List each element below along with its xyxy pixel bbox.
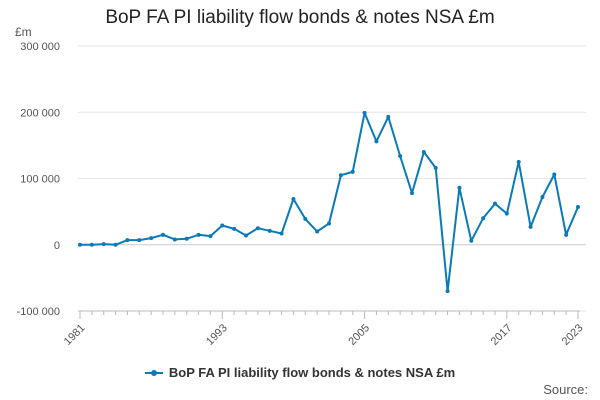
- data-point[interactable]: [184, 236, 189, 241]
- series-line: [80, 111, 579, 293]
- data-point[interactable]: [445, 289, 450, 294]
- data-point[interactable]: [255, 226, 260, 231]
- data-point[interactable]: [291, 197, 296, 202]
- series-group: [78, 110, 580, 294]
- data-point[interactable]: [469, 238, 474, 243]
- data-point[interactable]: [350, 169, 355, 174]
- data-point[interactable]: [540, 195, 545, 200]
- y-tick-label: 0: [54, 240, 60, 252]
- data-point[interactable]: [386, 114, 391, 119]
- data-point[interactable]: [504, 211, 509, 216]
- x-tick-label: 2023: [560, 322, 586, 348]
- x-axis: 1981 1993 2005 2017 2023: [62, 310, 586, 348]
- data-point[interactable]: [125, 238, 130, 243]
- data-point[interactable]: [279, 231, 284, 236]
- data-point[interactable]: [374, 139, 379, 144]
- data-point[interactable]: [113, 242, 118, 247]
- data-point[interactable]: [457, 185, 462, 190]
- legend-label: BoP FA PI liability flow bonds & notes N…: [168, 365, 456, 380]
- y-axis-ticks: 300 000 200 000 100 000 0 -100 000: [17, 41, 60, 318]
- y-tick-label: 300 000: [20, 41, 60, 53]
- data-point[interactable]: [421, 150, 426, 154]
- data-point[interactable]: [232, 226, 237, 231]
- data-point[interactable]: [338, 173, 343, 178]
- data-point[interactable]: [172, 237, 177, 242]
- data-point[interactable]: [528, 224, 533, 229]
- data-point[interactable]: [244, 233, 248, 238]
- y-axis-unit-label: £m: [15, 25, 32, 39]
- data-point[interactable]: [516, 159, 521, 164]
- data-point[interactable]: [564, 232, 569, 237]
- data-point[interactable]: [576, 204, 580, 209]
- gridlines: [78, 45, 586, 312]
- x-tick-label: 1993: [204, 322, 230, 348]
- data-point[interactable]: [315, 229, 320, 234]
- x-tick-label: 2017: [489, 322, 515, 348]
- data-point[interactable]: [149, 236, 154, 241]
- y-tick-label: 200 000: [20, 107, 60, 119]
- data-point[interactable]: [552, 172, 557, 177]
- data-point[interactable]: [78, 242, 82, 247]
- y-tick-label: -100 000: [17, 306, 60, 318]
- data-point[interactable]: [89, 242, 94, 247]
- legend[interactable]: BoP FA PI liability flow bonds & notes N…: [0, 365, 600, 380]
- data-point[interactable]: [137, 238, 142, 243]
- x-tick-label: 2005: [346, 322, 372, 348]
- data-point[interactable]: [161, 232, 165, 237]
- data-point[interactable]: [362, 110, 367, 115]
- data-point[interactable]: [398, 153, 403, 158]
- data-point[interactable]: [208, 234, 213, 239]
- data-point[interactable]: [267, 228, 272, 233]
- source-label: Source:: [543, 382, 588, 397]
- y-tick-label: 100 000: [20, 174, 60, 186]
- data-point[interactable]: [196, 232, 201, 237]
- chart-title: BoP FA PI liability flow bonds & notes N…: [105, 7, 495, 28]
- data-point[interactable]: [410, 191, 414, 196]
- data-point[interactable]: [493, 201, 497, 206]
- x-tick-label: 1981: [62, 322, 88, 348]
- data-point[interactable]: [433, 165, 438, 170]
- data-point[interactable]: [481, 216, 486, 221]
- legend-swatch: [144, 369, 163, 376]
- data-point[interactable]: [327, 221, 331, 226]
- data-point[interactable]: [303, 216, 308, 221]
- data-point[interactable]: [220, 223, 225, 228]
- data-point[interactable]: [101, 242, 106, 247]
